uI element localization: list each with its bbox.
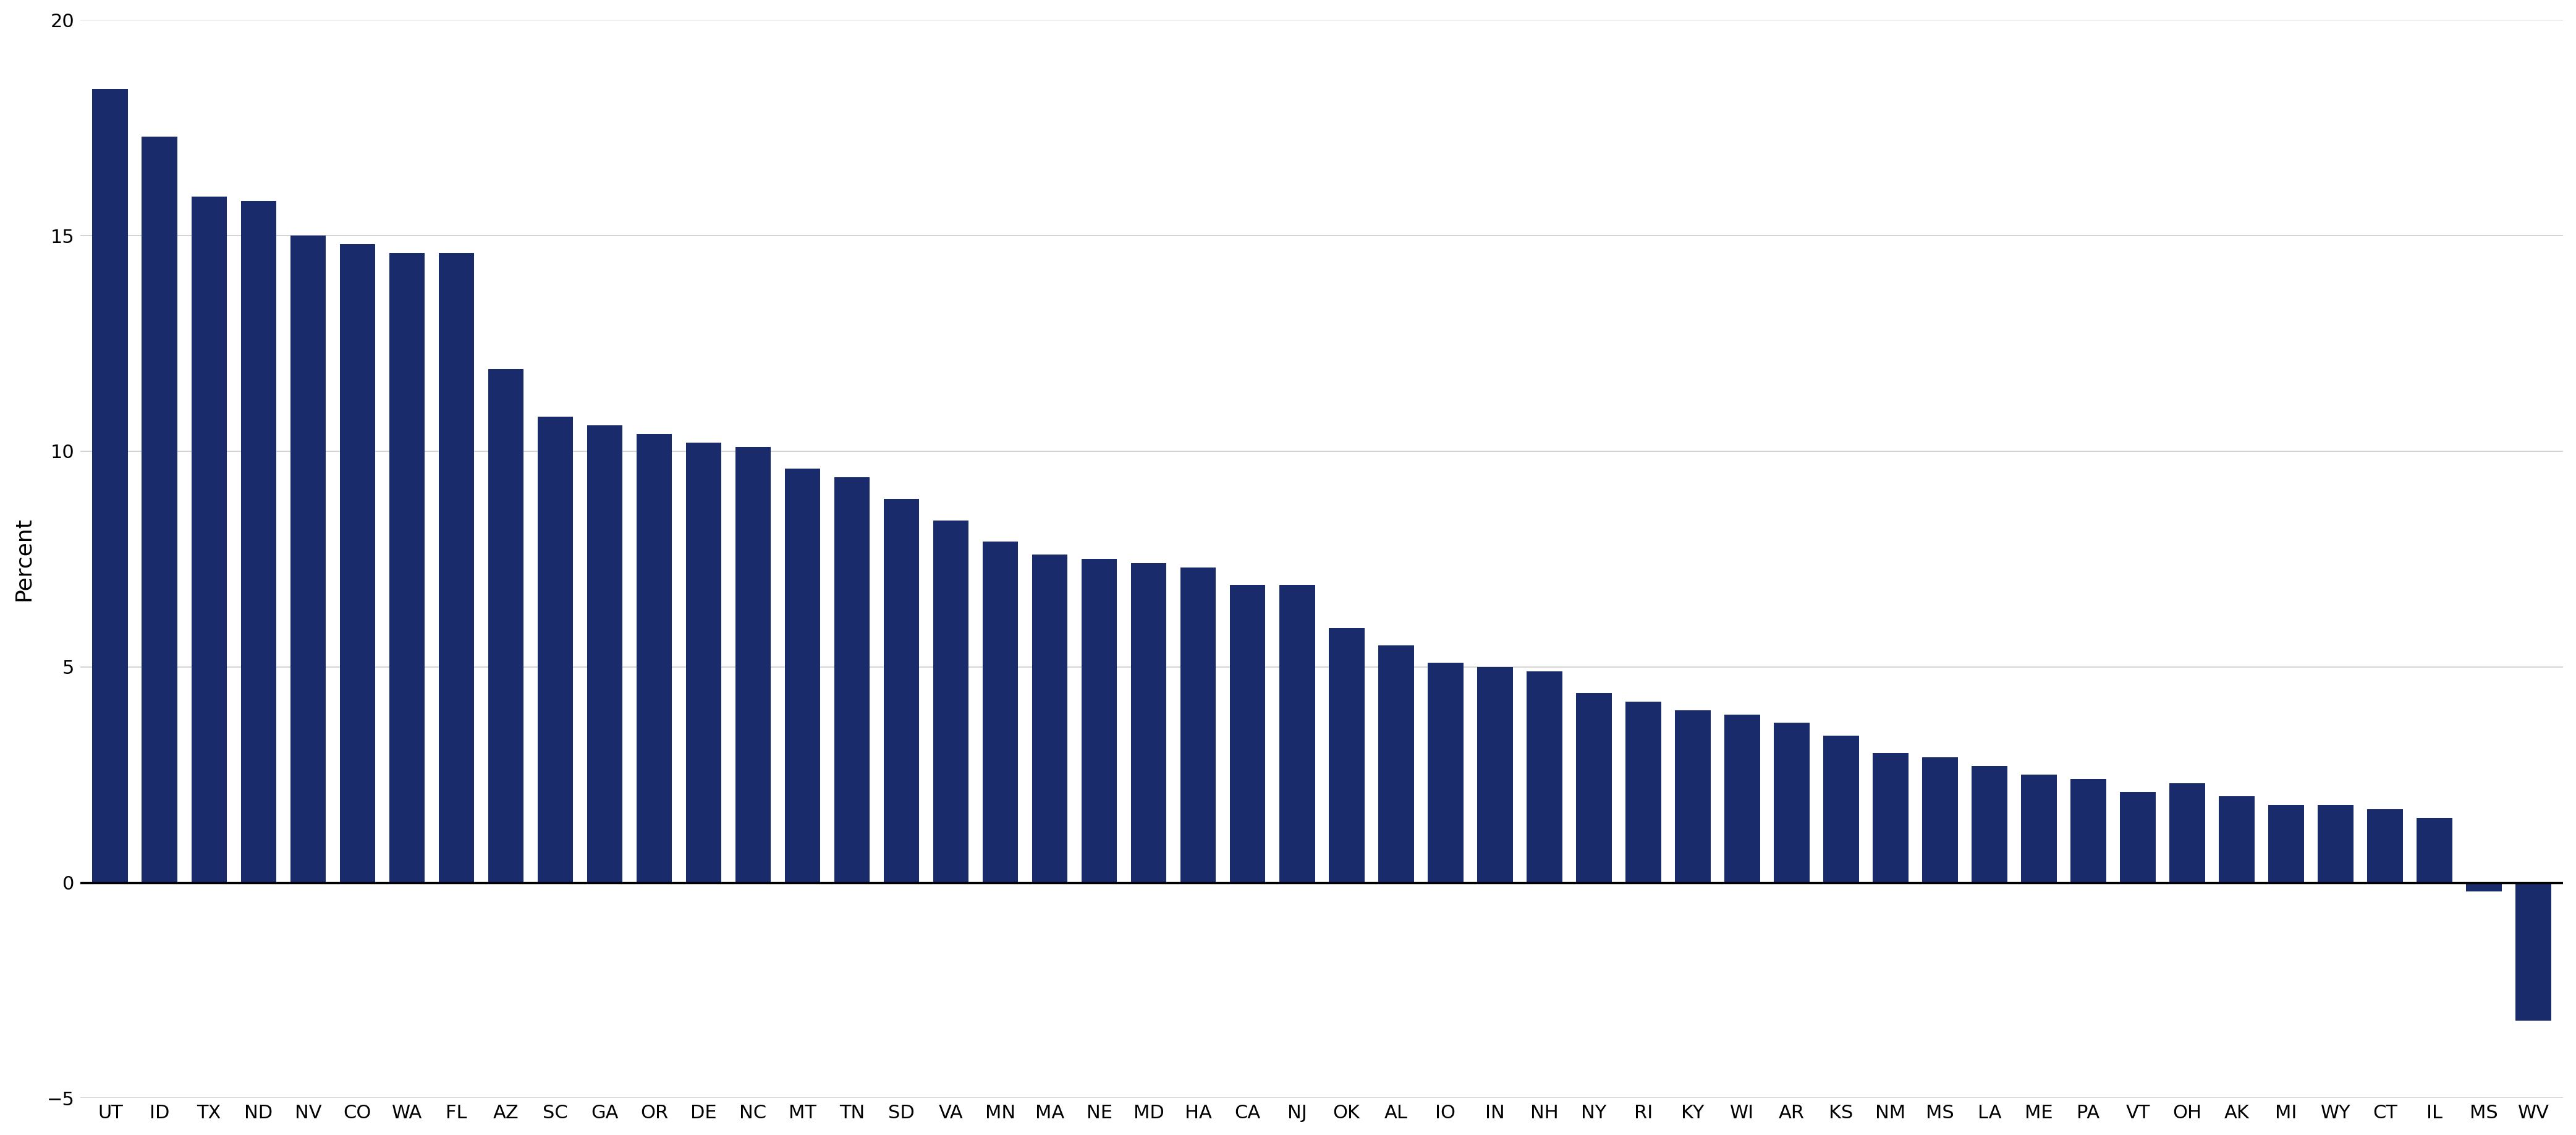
Bar [884, 498, 920, 883]
Bar [1723, 714, 1759, 883]
Bar [2269, 805, 2303, 883]
Bar [933, 520, 969, 883]
Bar [2022, 775, 2056, 883]
Bar [2465, 883, 2501, 891]
Bar [1873, 754, 1909, 883]
Bar [1476, 667, 1512, 883]
Bar [1775, 723, 1808, 883]
Bar [1329, 628, 1365, 883]
Bar [587, 426, 623, 883]
Bar [1674, 711, 1710, 883]
Bar [1824, 735, 1860, 883]
Bar [1427, 663, 1463, 883]
Bar [1280, 585, 1314, 883]
Bar [1180, 568, 1216, 883]
Bar [1131, 563, 1167, 883]
Bar [438, 253, 474, 883]
Bar [1577, 692, 1613, 883]
Bar [142, 136, 178, 883]
Bar [1971, 766, 2007, 883]
Bar [2169, 783, 2205, 883]
Bar [2367, 809, 2403, 883]
Bar [2517, 883, 2550, 1020]
Bar [685, 443, 721, 883]
Bar [2218, 797, 2254, 883]
Bar [734, 447, 770, 883]
Bar [1033, 555, 1066, 883]
Bar [1625, 701, 1662, 883]
Bar [340, 244, 376, 883]
Bar [835, 477, 871, 883]
Bar [2416, 818, 2452, 883]
Bar [981, 541, 1018, 883]
Bar [1082, 560, 1118, 883]
Bar [786, 469, 819, 883]
Bar [2318, 805, 2354, 883]
Bar [538, 417, 572, 883]
Y-axis label: Percent: Percent [13, 518, 33, 602]
Bar [1922, 757, 1958, 883]
Bar [1378, 646, 1414, 883]
Bar [191, 196, 227, 883]
Bar [2120, 792, 2156, 883]
Bar [1528, 671, 1561, 883]
Bar [2071, 779, 2107, 883]
Bar [291, 236, 325, 883]
Bar [240, 201, 276, 883]
Bar [487, 369, 523, 883]
Bar [1229, 585, 1265, 883]
Bar [389, 253, 425, 883]
Bar [93, 89, 129, 883]
Bar [636, 434, 672, 883]
